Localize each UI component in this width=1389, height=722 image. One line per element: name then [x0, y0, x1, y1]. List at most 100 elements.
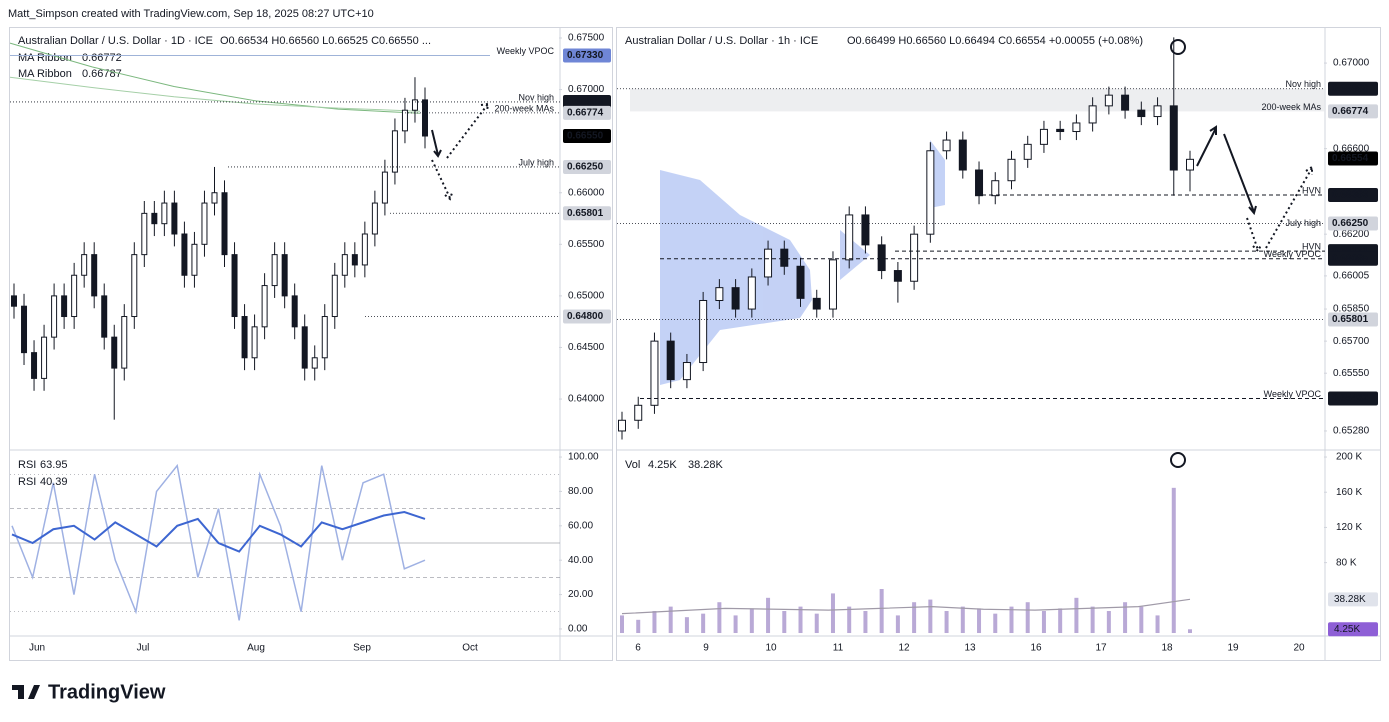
y-tick-label: 0.65550: [1333, 368, 1370, 379]
volume-tag-label: 38.28K: [1334, 594, 1366, 605]
vol-name: Vol: [625, 459, 640, 471]
volume-bar: [1123, 602, 1128, 634]
volume-bar: [912, 602, 917, 634]
candle-body: [910, 233, 919, 282]
price-tag: [563, 309, 611, 324]
candle-body: [877, 244, 886, 272]
indicator-name: MA Ribbon: [18, 52, 72, 64]
candle-body: [91, 254, 98, 297]
volume-bar: [620, 615, 624, 634]
candle-body: [281, 254, 288, 297]
level-name: July high: [1285, 218, 1321, 228]
y-tick-label: 0.67500: [568, 33, 605, 44]
candle-body: [151, 212, 158, 225]
rsi-line: [11, 511, 426, 553]
level-name: 200-week MAs: [494, 103, 554, 113]
candle-body: [1088, 105, 1097, 124]
volume-bar: [717, 602, 722, 634]
y-tick-label: 60.00: [568, 520, 593, 531]
time-label: Sep: [353, 643, 371, 654]
candle-body: [161, 202, 168, 225]
level-name: HVN: [1302, 241, 1321, 251]
time-label: 17: [1095, 643, 1107, 654]
candle-body: [634, 404, 643, 421]
candle-body: [41, 336, 48, 379]
price-tag: [1328, 251, 1378, 266]
level-band: [630, 88, 1325, 112]
ohlc: O0.66534 H0.66560 L0.66525 C0.66550 ...: [220, 35, 431, 47]
level-name: HVN: [1302, 185, 1321, 195]
volume-bar: [798, 606, 803, 634]
time-label: 11: [833, 643, 844, 654]
candle-body: [731, 287, 740, 310]
volume-bar: [636, 619, 641, 634]
price-tag-label: 0.66554: [1332, 153, 1369, 164]
volume-bar: [1074, 597, 1079, 634]
volume-bar: [684, 617, 689, 634]
candle-body: [845, 214, 854, 261]
price-tag: [1328, 188, 1378, 203]
price-tag-label: 0.65801: [567, 208, 604, 219]
candle-body: [764, 248, 773, 278]
volume-bar: [1090, 606, 1095, 634]
candle-body: [31, 352, 38, 379]
y-tick-label: 0.65000: [568, 291, 605, 302]
candle-body: [926, 150, 935, 235]
volume-bar: [1009, 606, 1014, 634]
candle-body: [1137, 109, 1146, 118]
price-tag: [563, 48, 611, 63]
candle-body: [1186, 158, 1194, 171]
candle-body: [958, 139, 967, 171]
level-name: Weekly VPOC: [1264, 249, 1322, 259]
volume-bar: [1188, 629, 1192, 634]
logo: TradingView: [12, 681, 166, 703]
candle-body: [121, 316, 128, 369]
time-label: 13: [964, 643, 976, 654]
candle-body: [1072, 122, 1081, 133]
volume-bar: [944, 611, 949, 634]
candle-body: [715, 287, 724, 301]
symbol: Australian Dollar / U.S. Dollar · 1D · I…: [18, 35, 213, 47]
price-tag: [1328, 216, 1378, 231]
right-pane-border: [616, 27, 1381, 661]
candle-body: [1104, 94, 1113, 107]
candle-body: [942, 139, 951, 152]
candle-body: [271, 254, 278, 287]
volume-bar: [847, 606, 852, 634]
candle-body: [301, 326, 308, 369]
candle-body: [261, 285, 268, 328]
volume-bar: [782, 611, 787, 634]
price-tag-label: 0.66383: [1332, 190, 1369, 201]
price-tag: [1328, 391, 1378, 406]
volume-bar: [1139, 606, 1144, 634]
price-tag-label: 0.65432: [1332, 393, 1369, 404]
candle-body: [181, 233, 188, 276]
level-name: 200-week MAs: [1261, 102, 1321, 112]
level-name: Weekly VPOC: [497, 46, 555, 56]
volume-bar: [863, 611, 868, 634]
y-tick-label: 20.00: [568, 589, 593, 600]
candle-body: [1121, 94, 1130, 111]
price-tag: [563, 206, 611, 221]
y-tick-label: 0.00: [568, 624, 588, 635]
volume-bar: [766, 597, 771, 634]
level-name: Nov high: [518, 92, 554, 102]
price-tag: [563, 105, 611, 120]
candle-body: [422, 99, 428, 137]
candle-body: [828, 259, 837, 310]
price-tag-label: 0.66121: [1332, 246, 1369, 257]
candle-body: [231, 254, 238, 318]
y-tick-label: 0.64000: [568, 394, 605, 405]
price-tag-label: 0.65801: [1332, 314, 1369, 325]
candle-body: [321, 316, 328, 359]
candle-body: [391, 130, 398, 173]
candle-body: [71, 274, 78, 318]
candle-body: [747, 276, 756, 310]
vol-value: 4.25K: [648, 459, 677, 471]
volume-tag: [1328, 592, 1378, 607]
y-tick-label: 80 K: [1336, 557, 1357, 568]
candle-body: [191, 243, 198, 276]
candle-body: [1169, 105, 1178, 171]
